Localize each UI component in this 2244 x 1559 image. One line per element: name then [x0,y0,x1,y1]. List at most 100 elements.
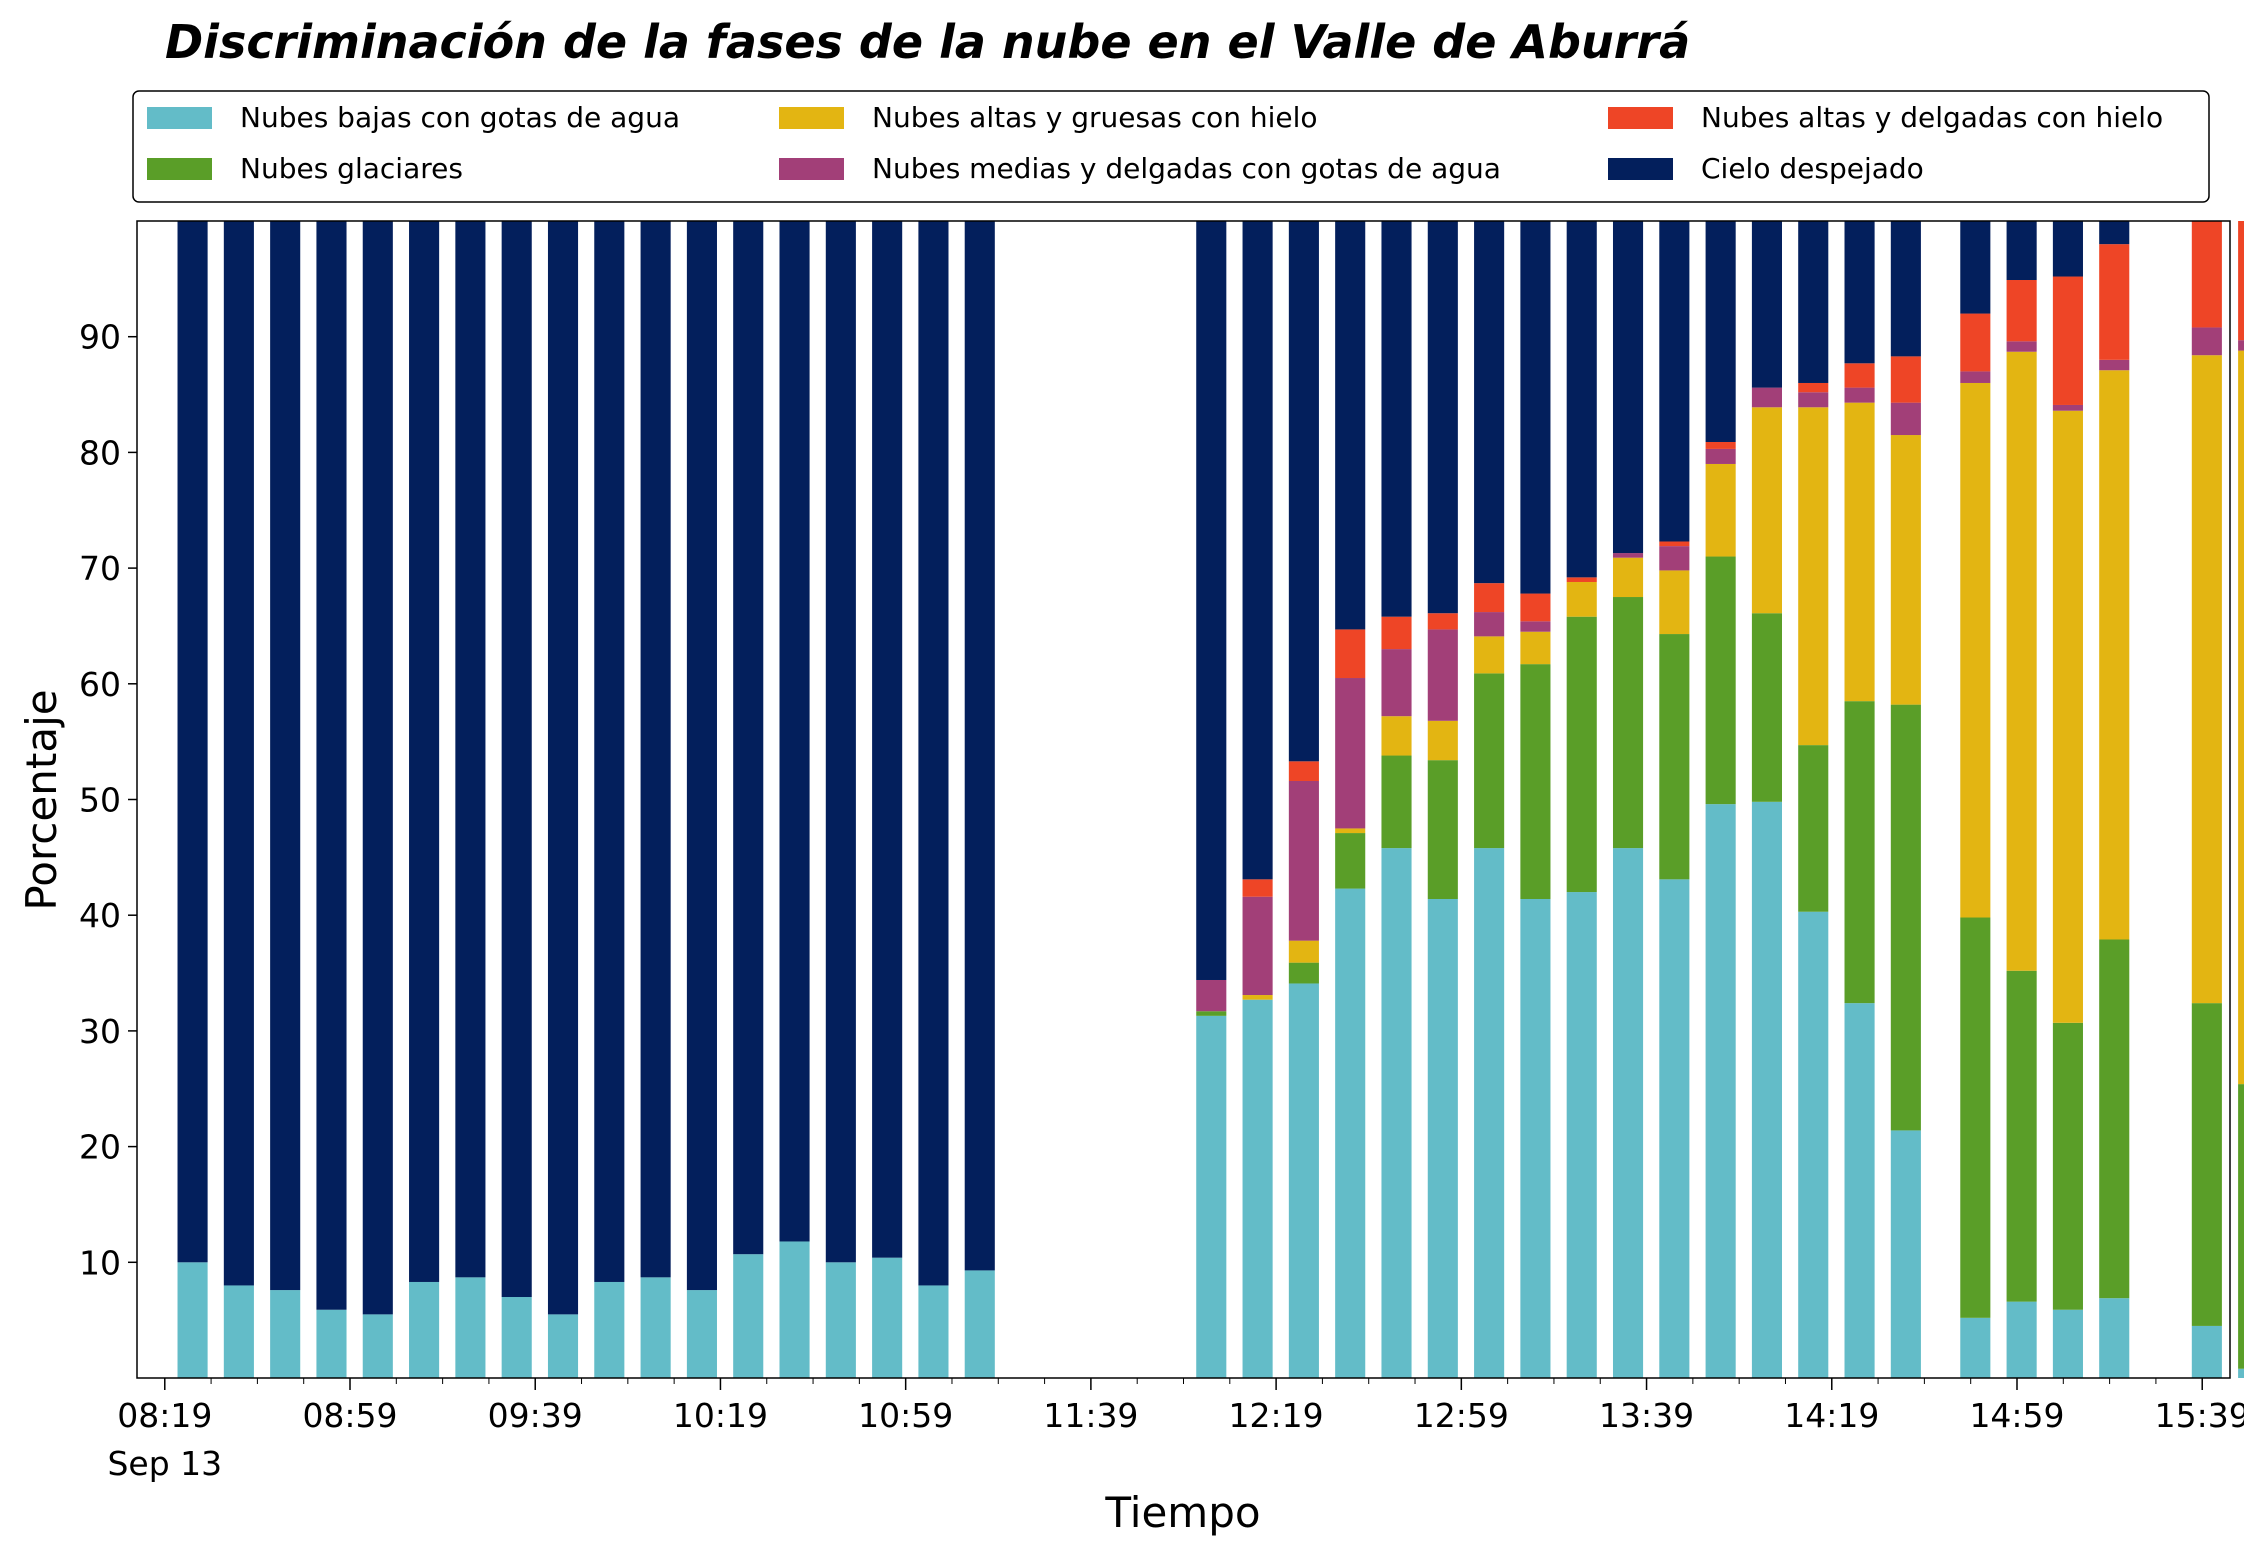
bar-altas_gruesas-29 [1705,463,1736,557]
bar-bajas-30 [1751,801,1782,1378]
x-tick-label-0939: 09:39 [488,1396,583,1435]
bar-glaciares-39 [2238,1084,2244,1369]
bar-altas_gruesas-27 [1612,557,1644,598]
bar-despejado-33 [1890,221,1921,357]
bar-altas_delgadas-38 [2191,221,2222,328]
bar-bajas-28 [1659,879,1690,1378]
bar-despejado-25 [1520,221,1551,594]
bar-despejado-26 [1566,221,1597,578]
bar-altas_gruesas-37 [2099,370,2130,940]
bar-altas_delgadas-28 [1659,541,1690,547]
legend-label-medias: Nubes medias y delgadas con gotas de agu… [872,152,1501,185]
bar-despejado-15 [872,221,903,1258]
y-tick-label-40: 40 [79,896,121,935]
bar-glaciares-35 [2006,970,2037,1302]
bar-altas_delgadas-23 [1427,613,1458,630]
legend-swatch-bajas [147,107,212,129]
legend-swatch-altas_delgadas [1608,107,1673,129]
bar-glaciares-28 [1659,634,1690,880]
bar-altas_gruesas-25 [1520,631,1551,665]
bar-altas_gruesas-31 [1798,407,1829,746]
y-tick-label-50: 50 [79,781,121,820]
bar-despejado-6 [455,221,486,1278]
chart-title: Discriminación de la fases de la nube en… [165,15,1690,69]
bar-despejado-37 [2099,221,2130,245]
bar-despejado-20 [1288,221,1319,762]
bar-despejado-34 [1960,221,1991,314]
bar-despejado-14 [825,221,856,1263]
bar-bajas-19 [1242,999,1273,1378]
bar-altas_delgadas-36 [2052,276,2083,405]
bar-bajas-9 [594,1281,625,1378]
bar-despejado-5 [409,221,440,1282]
bar-despejado-18 [1196,221,1227,980]
bar-glaciares-33 [1890,704,1921,1131]
bar-bajas-7 [501,1297,532,1378]
bar-bajas-0 [177,1262,208,1378]
bar-altas_delgadas-31 [1798,382,1829,393]
bar-altas_gruesas-22 [1381,716,1412,756]
bar-altas_delgadas-35 [2006,280,2037,342]
bar-bajas-25 [1520,899,1551,1378]
bar-altas_gruesas-20 [1288,940,1319,963]
legend-label-altas_delgadas: Nubes altas y delgadas con hielo [1701,101,2163,134]
bar-despejado-3 [316,221,347,1310]
bar-glaciares-37 [2099,939,2130,1299]
x-tick-label-1539: 15:39 [2155,1396,2244,1435]
y-tick-label-30: 30 [79,1012,121,1051]
bar-altas_gruesas-21 [1335,828,1366,834]
bar-despejado-12 [733,221,764,1255]
bar-altas_gruesas-32 [1844,402,1875,702]
legend-swatch-altas_gruesas [779,107,844,129]
bar-glaciares-21 [1335,833,1366,889]
bar-glaciares-29 [1705,556,1736,805]
bar-altas_delgadas-39 [2238,221,2244,341]
bar-bajas-14 [825,1262,856,1378]
bar-despejado-24 [1474,221,1505,584]
legend-frame [132,90,2210,203]
bar-despejado-27 [1612,221,1644,554]
bar-glaciares-23 [1427,760,1458,899]
bar-altas_gruesas-39 [2238,350,2244,1085]
bars [177,221,2244,1378]
bar-medias-18 [1196,979,1227,1012]
bar-bajas-1 [223,1285,254,1378]
bar-altas_gruesas-26 [1566,581,1597,617]
legend-label-altas_gruesas: Nubes altas y gruesas con hielo [872,101,1318,134]
bar-altas_delgadas-21 [1335,629,1366,679]
bar-bajas-13 [779,1241,810,1378]
bar-bajas-39 [2238,1368,2244,1378]
bar-despejado-29 [1705,221,1736,442]
bar-medias-22 [1381,649,1412,717]
bar-despejado-31 [1798,221,1829,383]
bar-medias-38 [2191,327,2222,356]
bar-glaciares-25 [1520,664,1551,899]
x-tick-label-1019: 10:19 [673,1396,768,1435]
bar-altas_delgadas-34 [1960,313,1991,372]
bar-bajas-23 [1427,899,1458,1378]
x-tick-label-1219: 12:19 [1229,1396,1324,1435]
bar-altas_delgadas-29 [1705,441,1736,449]
bar-medias-35 [2006,341,2037,352]
bar-bajas-3 [316,1309,347,1378]
bar-altas_gruesas-38 [2191,355,2222,1004]
bar-medias-20 [1288,780,1319,941]
y-tick-label-10: 10 [79,1243,121,1282]
bar-bajas-20 [1288,983,1319,1378]
bar-medias-34 [1960,371,1991,383]
bar-medias-32 [1844,387,1875,403]
y-tick-label-80: 80 [79,433,121,472]
bar-altas_gruesas-35 [2006,351,2037,971]
bar-bajas-29 [1705,804,1736,1378]
bar-bajas-16 [918,1285,949,1378]
bar-altas_gruesas-34 [1960,382,1991,918]
bar-despejado-0 [177,221,208,1263]
bar-bajas-32 [1844,1003,1875,1378]
bar-bajas-12 [733,1254,764,1378]
bar-altas_delgadas-20 [1288,761,1319,781]
y-tick-label-20: 20 [79,1128,121,1167]
x-tick-label-1419: 14:19 [1784,1396,1879,1435]
y-axis-label: Porcentaje [17,689,66,910]
x-tick-label-1459: 14:59 [1969,1396,2064,1435]
